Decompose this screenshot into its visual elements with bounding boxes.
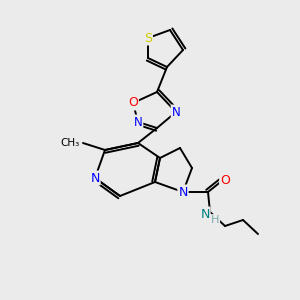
- Text: O: O: [220, 173, 230, 187]
- Text: O: O: [128, 97, 138, 110]
- Text: N: N: [134, 116, 142, 128]
- Text: CH₃: CH₃: [61, 138, 80, 148]
- Text: H: H: [211, 215, 219, 225]
- Text: N: N: [172, 106, 180, 118]
- Text: S: S: [144, 32, 152, 44]
- Text: N: N: [178, 185, 188, 199]
- Text: N: N: [90, 172, 100, 184]
- Text: N: N: [200, 208, 210, 220]
